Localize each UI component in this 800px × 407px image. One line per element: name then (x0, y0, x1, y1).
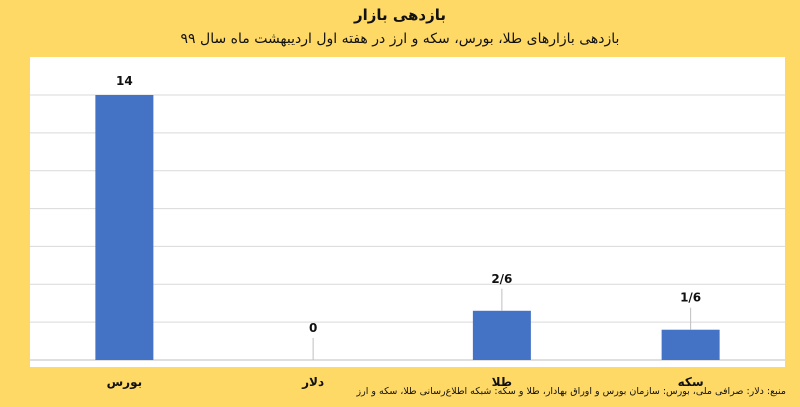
bar (661, 329, 720, 360)
data-label: 1/6 (680, 291, 701, 305)
category-label: سکه (678, 375, 704, 389)
bar-chart: 14 بورس 0 دلار 2/6 طلا 1/6 سکه (30, 74, 785, 390)
chart-title: بازدهی بازار (353, 6, 447, 24)
category-label: طلا (492, 375, 512, 389)
category-label: دلار (301, 375, 324, 389)
bar (472, 310, 531, 360)
data-label: 2/6 (491, 272, 512, 286)
source-note: منبع: دلار: صرافی ملی، بورس: سازمان بورس… (356, 386, 786, 397)
plot-area: 14 بورس 0 دلار 2/6 طلا 1/6 سکه (30, 57, 785, 390)
chart-subtitle: بازدهی بازارهای طلا، بورس، سکه و ارز در … (180, 31, 620, 47)
bar (95, 95, 154, 360)
data-label: 14 (116, 74, 133, 88)
category-label: بورس (107, 375, 143, 390)
data-label: 0 (309, 321, 317, 335)
